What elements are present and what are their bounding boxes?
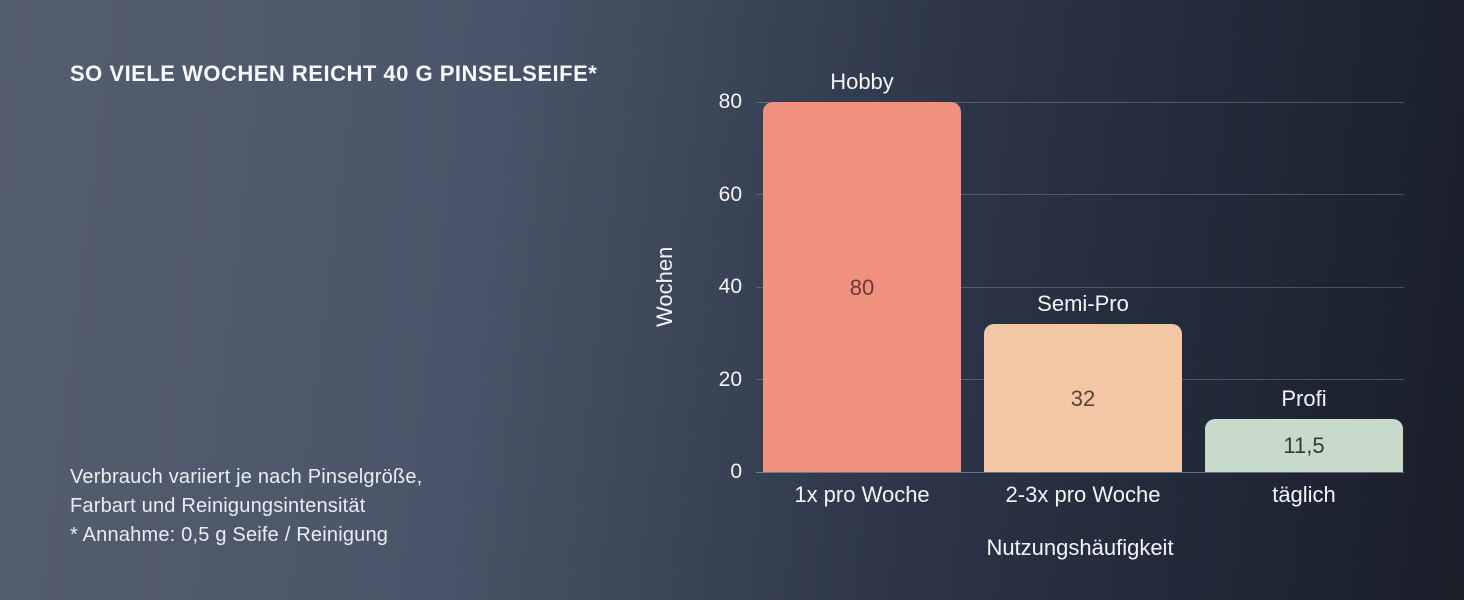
bar-value-hobby: 80	[849, 275, 875, 300]
bar-label-profi: Profi	[1281, 385, 1327, 411]
bar-hobby	[763, 102, 961, 472]
y-axis-ticks: 0 20 40 60 80	[719, 90, 1404, 483]
bar-profi	[1205, 418, 1403, 472]
y-axis-title: Wochen	[652, 246, 677, 328]
y-tick-label-60: 60	[718, 182, 742, 206]
footnote: Verbrauch variiert je nach Pinselgröße, …	[70, 463, 422, 550]
footnote-line-3: * Annahme: 0,5 g Seife / Reinigung	[70, 524, 389, 546]
bar-semi-pro	[984, 324, 1182, 472]
x-tick-label-semi-pro: 2-3x pro Woche	[1005, 482, 1161, 507]
bar-value-profi: 11,5	[1283, 433, 1325, 459]
gridline-40	[756, 286, 1404, 288]
footnote-line-2: Farbart und Reinigungsintensität	[70, 495, 366, 517]
x-axis-line	[756, 472, 1404, 473]
y-tick-label-20: 20	[718, 367, 742, 391]
footnote-line-1: Verbrauch variiert je nach Pinselgröße,	[70, 466, 423, 488]
x-tick-label-hobby: 1x pro Woche	[794, 482, 930, 507]
gridline-60	[756, 194, 1404, 195]
gridline-80	[756, 101, 1404, 103]
y-tick-label-40: 40	[718, 275, 742, 298]
x-axis-title: Nutzungshäufigkeit	[986, 535, 1174, 560]
bars-layer: Hobby 80 Semi-Pro 32 Profi 11,5	[756, 69, 1404, 472]
x-axis-labels: 1x pro Woche 2-3x pro Woche täglich	[756, 102, 1404, 507]
x-tick-label-profi: täglich	[1272, 482, 1336, 507]
chart-title: SO VIELE WOCHEN REICHT 40 G PINSELSEIFE*	[70, 61, 598, 86]
bar-label-hobby: Hobby	[830, 69, 894, 94]
bar-value-semi-pro: 32	[1070, 386, 1096, 411]
y-tick-label-0: 0	[730, 460, 742, 483]
y-tick-label-80: 80	[718, 90, 742, 113]
bar-label-semi-pro: Semi-Pro	[1037, 291, 1129, 316]
bar-chart-plot: 0 20 40 60 80 Hobby 80 Semi-Pro 32 Profi 11,5 1x …	[652, 69, 1404, 560]
